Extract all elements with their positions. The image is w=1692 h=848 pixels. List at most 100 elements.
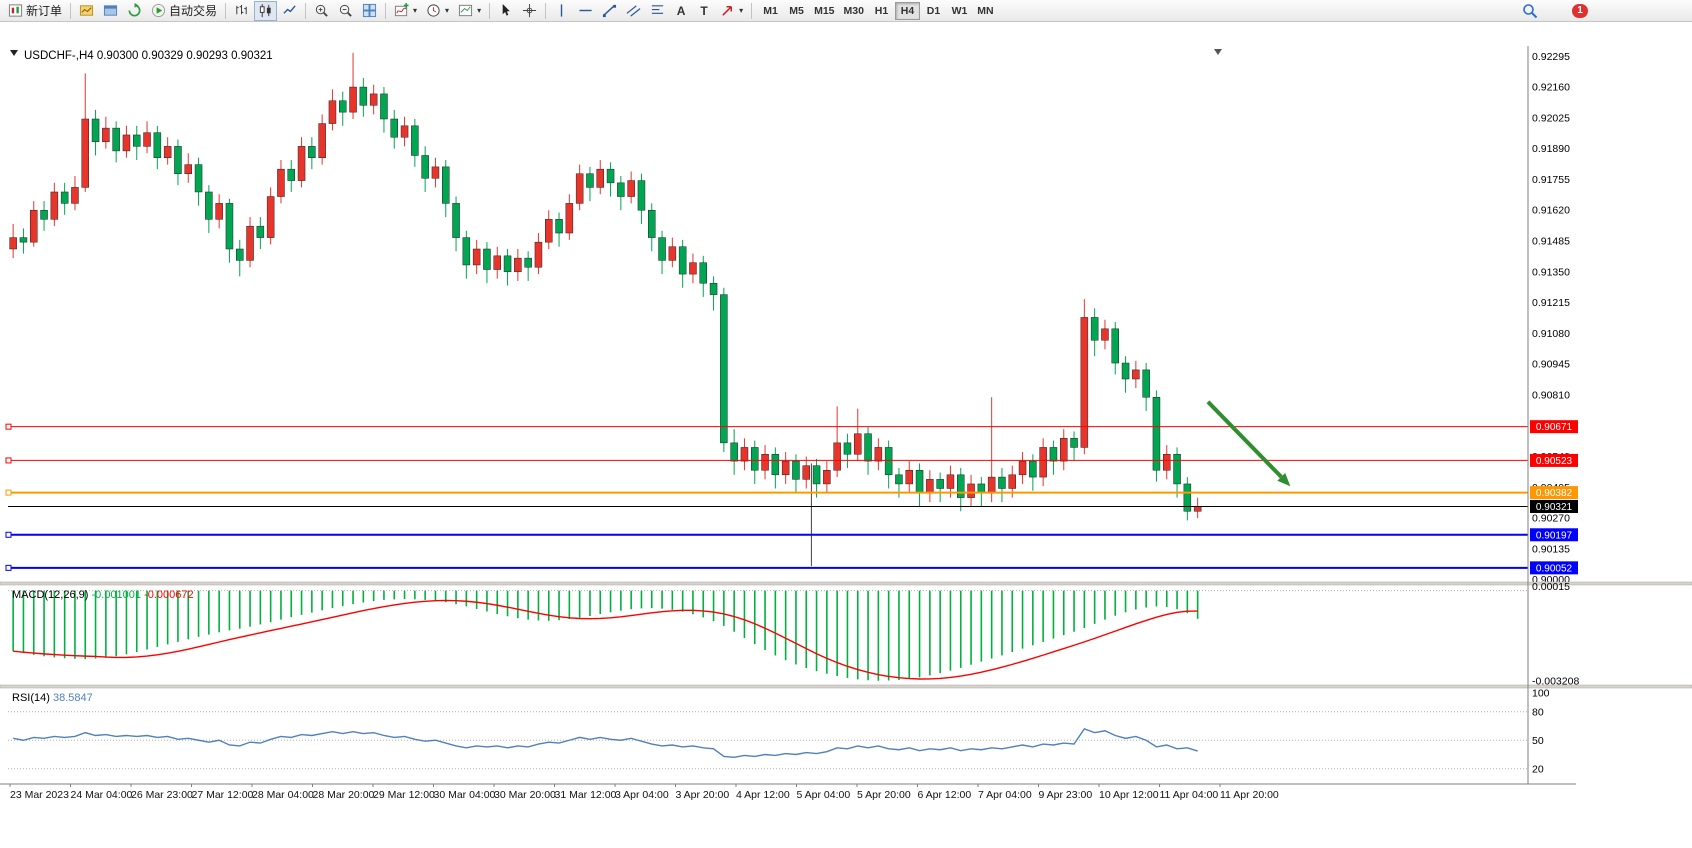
price-badge-label: 0.90321 (1536, 502, 1573, 513)
price-tick-label: 0.91350 (1532, 266, 1570, 278)
hline-handle[interactable] (5, 531, 12, 538)
bar-chart-button[interactable] (230, 1, 253, 21)
candle-body (30, 209, 38, 243)
zoom-in-button[interactable] (310, 1, 333, 21)
candle-body (1173, 454, 1181, 485)
timeframe-w1-button[interactable]: W1 (947, 2, 972, 20)
candle-body (483, 248, 491, 270)
search-button[interactable] (1518, 1, 1542, 21)
rsi-axis-label: 20 (1532, 763, 1544, 775)
channel-tool-button[interactable] (622, 1, 645, 21)
candle-body (1018, 460, 1027, 476)
price-badge (1530, 486, 1578, 500)
hline-handle[interactable] (5, 457, 12, 464)
timeframe-d1-button[interactable]: D1 (921, 2, 946, 20)
arrow-tool-icon (720, 3, 735, 18)
candle-body (1101, 328, 1109, 341)
chart-collapse-icon[interactable] (10, 50, 18, 56)
toolbar-separator (225, 2, 227, 19)
candle-body (637, 180, 646, 211)
refresh-icon (127, 3, 142, 18)
cursor-button[interactable] (494, 1, 517, 21)
chart-canvas[interactable]: 0.900000.901350.902700.904050.905400.906… (0, 22, 1692, 848)
candle-body (328, 100, 337, 124)
candle-body (174, 146, 182, 174)
arrows-tool-button[interactable]: ▾ (716, 1, 747, 21)
indicators-button[interactable]: ▾ (390, 1, 421, 21)
hline-handle[interactable] (5, 489, 12, 496)
horizontal-line-tool-button[interactable] (574, 1, 597, 21)
candle-body (349, 86, 357, 113)
hline-handle[interactable] (5, 423, 12, 430)
candle-body (1039, 447, 1047, 478)
candle-body (1121, 362, 1130, 380)
template-icon (458, 3, 473, 18)
timeframe-h1-button[interactable]: H1 (869, 2, 894, 20)
candle-body (854, 433, 862, 455)
timeframe-m5-button[interactable]: M5 (784, 2, 809, 20)
label-tool-button[interactable]: T (693, 1, 715, 21)
timeframe-mn-button[interactable]: MN (973, 2, 998, 20)
candle-body (1193, 506, 1202, 512)
rsi-axis-label: 50 (1532, 735, 1544, 747)
pane-separator[interactable] (0, 684, 1692, 689)
vertical-line-tool-button[interactable] (550, 1, 573, 21)
time-label: 27 Mar 12:00 (192, 789, 254, 801)
tile-windows-button[interactable] (358, 1, 381, 21)
window-list-icon (103, 3, 118, 18)
hline-handle[interactable] (5, 564, 12, 571)
candle-body (122, 134, 131, 152)
fibonacci-tool-button[interactable] (646, 1, 669, 21)
timeframe-m15-button[interactable]: M15 (810, 2, 838, 20)
time-label: 11 Apr 04:00 (1160, 789, 1219, 801)
candle-body (297, 146, 306, 181)
candle-body (40, 209, 48, 220)
candle-body (730, 442, 738, 462)
notification-badge[interactable]: 1 (1572, 3, 1588, 18)
line-chart-button[interactable] (278, 1, 301, 21)
new-order-button[interactable]: 新订单 (4, 1, 66, 21)
candle-body (369, 93, 378, 106)
price-badge (1530, 420, 1578, 434)
templates-button[interactable]: ▾ (454, 1, 485, 21)
charts-profile-button[interactable] (75, 1, 98, 21)
candle-body (400, 125, 409, 138)
pane-separator[interactable] (0, 581, 1692, 586)
timeframe-m30-button[interactable]: M30 (840, 2, 868, 20)
zoom-out-button[interactable] (334, 1, 357, 21)
timeframe-m1-button[interactable]: M1 (758, 2, 783, 20)
price-badge (1530, 528, 1578, 542)
candle-body (133, 134, 141, 147)
candle-body (627, 180, 635, 197)
window-list-button[interactable] (99, 1, 122, 21)
candlestick-chart-button[interactable] (254, 0, 278, 21)
price-tick-label: 0.90135 (1532, 543, 1570, 555)
play-icon (151, 3, 166, 18)
auto-trading-button[interactable]: 自动交易 (147, 1, 221, 21)
chart-shift-marker[interactable] (1214, 49, 1222, 55)
time-label: 3 Apr 04:00 (615, 789, 669, 801)
trend-arrow[interactable] (1206, 400, 1283, 479)
timeframe-h4-button[interactable]: H4 (894, 1, 920, 20)
candle-body (905, 469, 913, 485)
time-label: 28 Mar 20:00 (313, 789, 375, 801)
candle-body (1080, 317, 1089, 448)
price-badge (1530, 500, 1578, 514)
text-tool-button[interactable]: A (670, 1, 692, 21)
candle-body (1060, 438, 1068, 462)
candle-body (493, 255, 501, 270)
periods-button[interactable]: ▾ (422, 1, 453, 21)
candle-body (699, 262, 707, 284)
crosshair-button[interactable] (518, 1, 541, 21)
candle-body (751, 447, 759, 471)
text-tool-icon: A (676, 3, 686, 18)
candle-body (112, 127, 120, 152)
candle-body (864, 433, 872, 462)
time-label: 31 Mar 12:00 (555, 789, 617, 801)
candle-body (648, 209, 656, 238)
trendline-tool-button[interactable] (598, 1, 621, 21)
line-chart-icon (282, 3, 297, 18)
candle-body (884, 447, 893, 476)
candle-body (1152, 397, 1161, 471)
refresh-button[interactable] (123, 1, 146, 21)
